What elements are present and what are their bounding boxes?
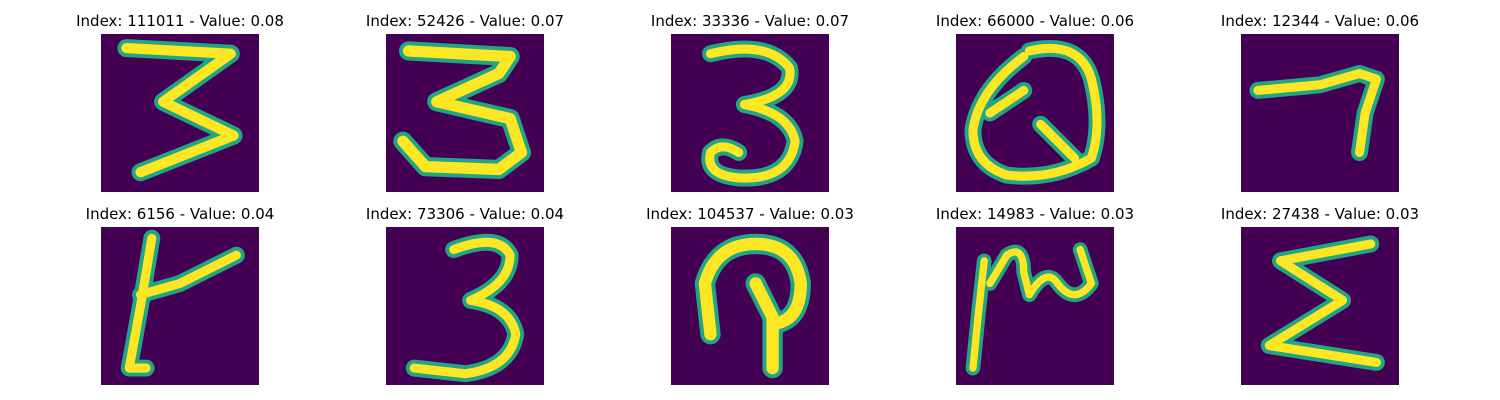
panel-title: Index: 27438 - Value: 0.03 <box>1220 205 1420 223</box>
panel-title: Index: 33336 - Value: 0.07 <box>650 12 850 30</box>
panel-title: Index: 6156 - Value: 0.04 <box>85 205 275 223</box>
panel-title: Index: 73306 - Value: 0.04 <box>365 205 565 223</box>
digit-image <box>386 34 544 192</box>
digit-image <box>1241 34 1399 192</box>
panel-title: Index: 111011 - Value: 0.08 <box>76 12 284 30</box>
digit-image <box>671 227 829 385</box>
panel-title: Index: 12344 - Value: 0.06 <box>1220 12 1420 30</box>
digit-image <box>671 34 829 192</box>
panel-title: Index: 52426 - Value: 0.07 <box>365 12 565 30</box>
digit-image <box>101 34 259 192</box>
panel-title: Index: 66000 - Value: 0.06 <box>935 12 1135 30</box>
panel-title: Index: 14983 - Value: 0.03 <box>935 205 1135 223</box>
digit-image <box>1241 227 1399 385</box>
digit-image <box>956 34 1114 192</box>
digit-image <box>956 227 1114 385</box>
panel-title: Index: 104537 - Value: 0.03 <box>646 205 854 223</box>
digit-image <box>386 227 544 385</box>
digit-image <box>101 227 259 385</box>
